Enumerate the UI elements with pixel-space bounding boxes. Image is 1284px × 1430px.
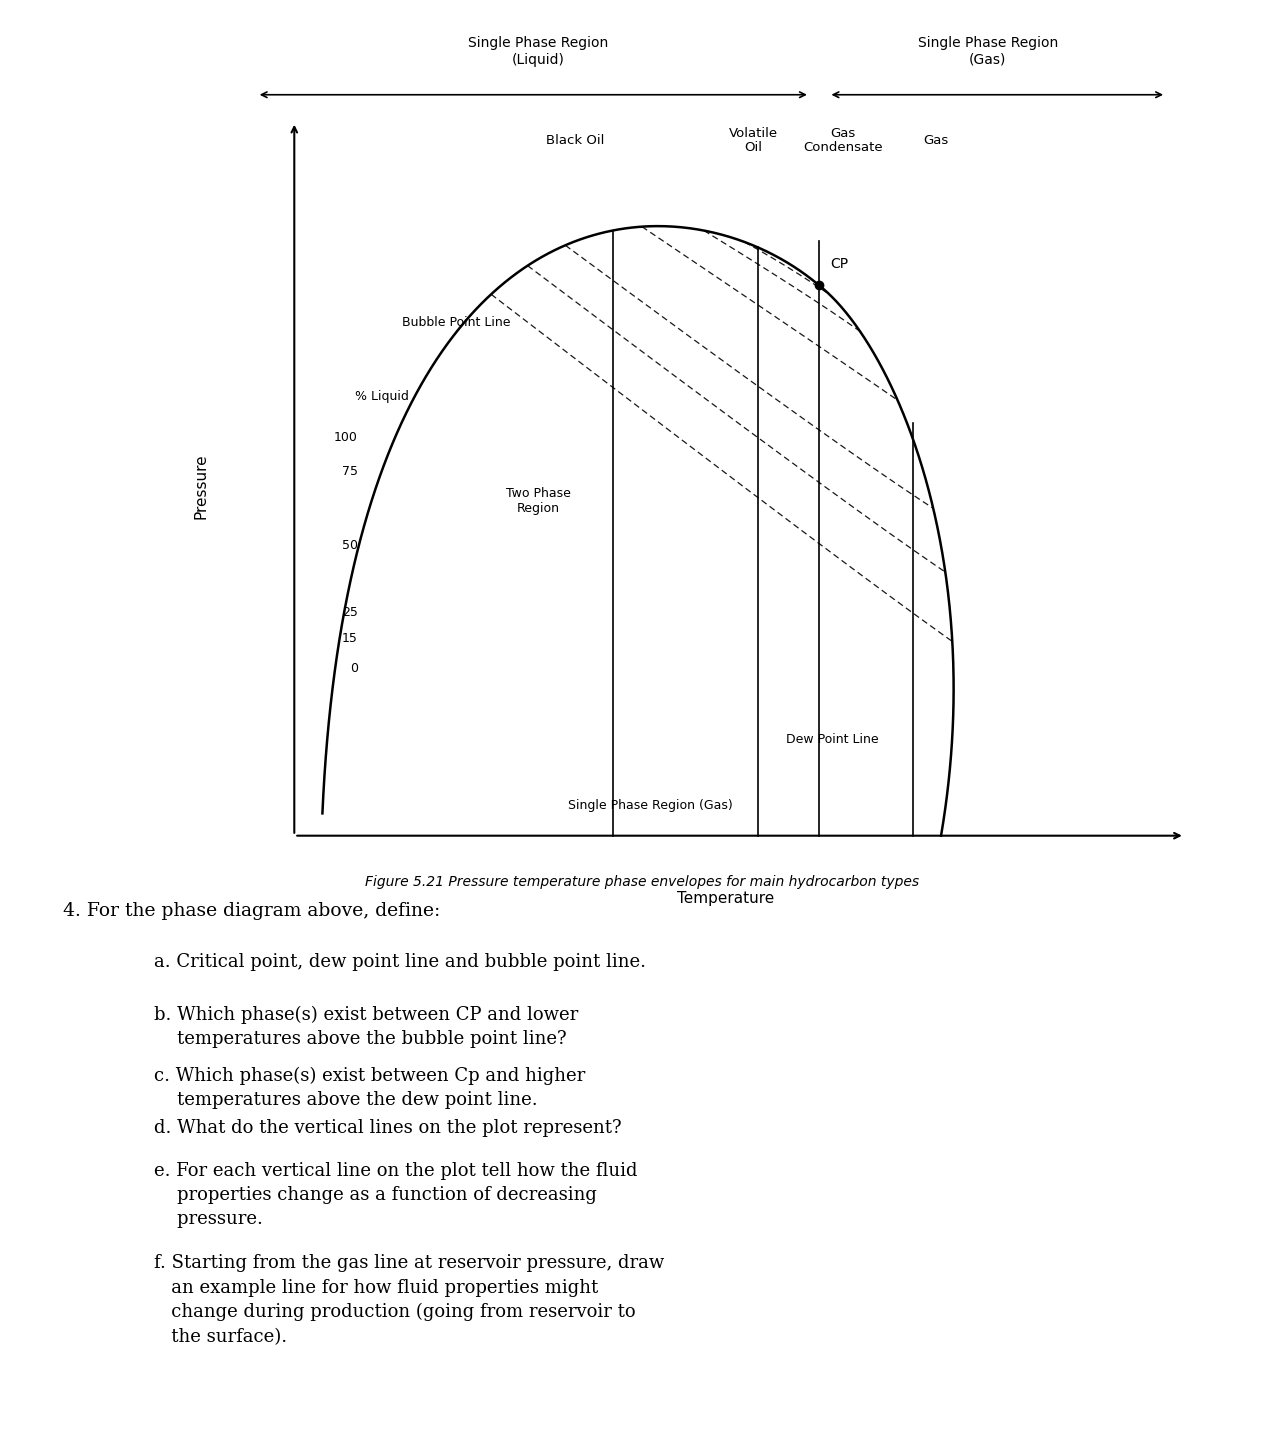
Text: d. What do the vertical lines on the plot represent?: d. What do the vertical lines on the plo… (154, 1120, 621, 1137)
Text: CP: CP (831, 256, 849, 270)
Text: 4. For the phase diagram above, define:: 4. For the phase diagram above, define: (63, 902, 440, 921)
Text: % Liquid: % Liquid (356, 390, 410, 403)
Text: Figure 5.21 Pressure temperature phase envelopes for main hydrocarbon types: Figure 5.21 Pressure temperature phase e… (365, 875, 919, 889)
Text: Pressure: Pressure (193, 453, 208, 519)
Text: Gas
Condensate: Gas Condensate (802, 127, 882, 154)
Text: Volatile
Oil: Volatile Oil (729, 127, 778, 154)
Text: Black Oil: Black Oil (546, 134, 605, 147)
Text: 100: 100 (334, 432, 358, 445)
Text: Gas: Gas (923, 134, 949, 147)
Text: f. Starting from the gas line at reservoir pressure, draw
   an example line for: f. Starting from the gas line at reservo… (154, 1254, 664, 1346)
Text: Single Phase Region
(Liquid): Single Phase Region (Liquid) (467, 36, 609, 67)
Text: 75: 75 (342, 465, 358, 478)
Text: Single Phase Region
(Gas): Single Phase Region (Gas) (918, 36, 1058, 67)
Text: 15: 15 (342, 632, 358, 645)
Text: e. For each vertical line on the plot tell how the fluid
    properties change a: e. For each vertical line on the plot te… (154, 1161, 637, 1228)
Text: Single Phase Region (Gas): Single Phase Region (Gas) (568, 799, 733, 812)
Text: 50: 50 (342, 539, 358, 552)
Text: Temperature: Temperature (677, 891, 774, 907)
Text: Two Phase
Region: Two Phase Region (506, 488, 570, 515)
Text: 0: 0 (351, 662, 358, 675)
Text: b. Which phase(s) exist between CP and lower
    temperatures above the bubble p: b. Which phase(s) exist between CP and l… (154, 1005, 578, 1048)
Text: c. Which phase(s) exist between Cp and higher
    temperatures above the dew poi: c. Which phase(s) exist between Cp and h… (154, 1067, 586, 1110)
Text: a. Critical point, dew point line and bubble point line.: a. Critical point, dew point line and bu… (154, 952, 646, 971)
Text: Bubble Point Line: Bubble Point Line (402, 316, 511, 329)
Text: 25: 25 (342, 606, 358, 619)
Text: Dew Point Line: Dew Point Line (786, 732, 880, 745)
